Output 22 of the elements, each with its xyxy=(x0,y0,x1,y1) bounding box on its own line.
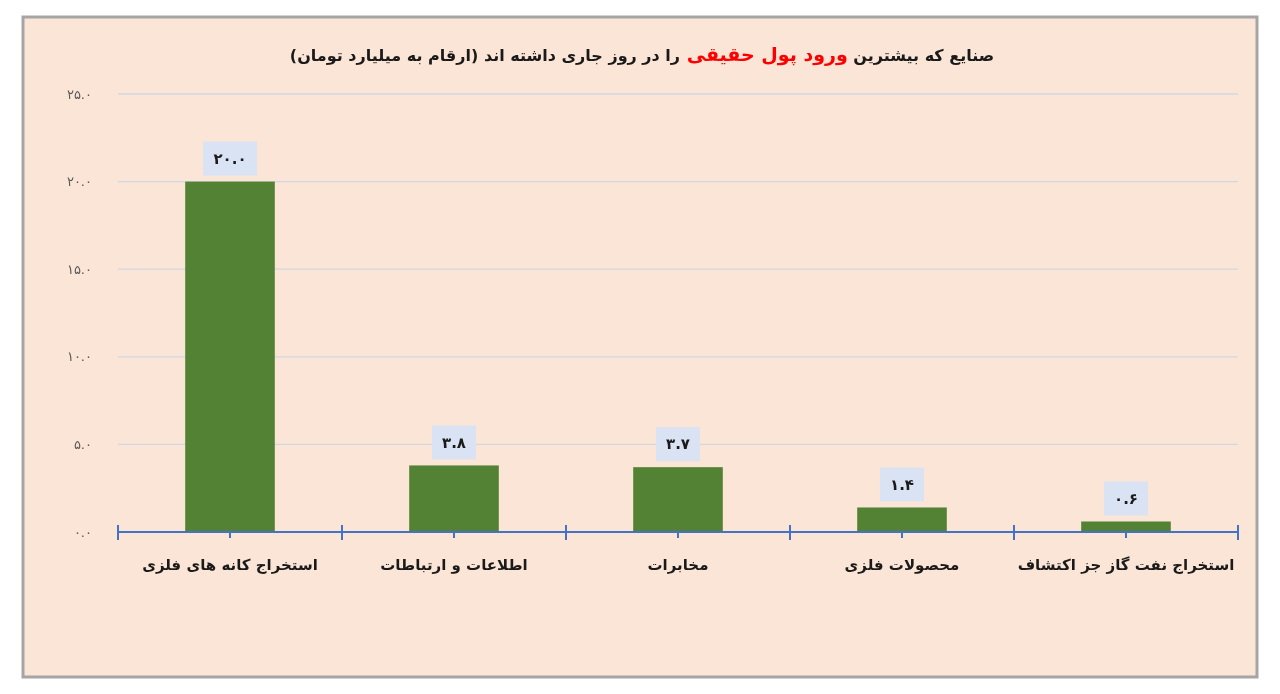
bar xyxy=(633,467,723,532)
bar xyxy=(409,465,499,532)
y-tick-label: ۱۰.۰ xyxy=(66,349,92,365)
data-label: ۰.۶ xyxy=(1113,489,1139,508)
x-tick-label: استخراج نفت گاز جز اکتشاف xyxy=(1017,556,1235,575)
x-tick-label: مخابرات xyxy=(647,556,709,575)
y-tick-label: ۱۵.۰ xyxy=(66,261,92,277)
x-tick-label: استخراج کانه های فلزی xyxy=(142,556,318,575)
bar xyxy=(1081,521,1171,532)
bar xyxy=(857,507,947,532)
y-tick-label: ۲۵.۰ xyxy=(66,86,92,102)
data-label: ۳.۸ xyxy=(441,433,467,452)
y-tick-label: ۵.۰ xyxy=(73,436,92,452)
data-label: ۱.۴ xyxy=(889,475,915,494)
data-label: ۳.۷ xyxy=(665,435,691,454)
y-tick-label: ۰.۰ xyxy=(73,524,92,540)
x-tick-label: اطلاعات و ارتباطات xyxy=(380,556,528,575)
data-label: ۲۰.۰ xyxy=(213,149,247,168)
y-tick-label: ۲۰.۰ xyxy=(66,174,92,190)
x-tick-label: محصولات فلزی xyxy=(844,556,960,575)
bar xyxy=(185,181,275,532)
chart-title: صنایع که بیشترین ورود پول حقیقی را در روز جاری داشته اند (ارقام به میلیارد تومان) xyxy=(289,43,995,65)
